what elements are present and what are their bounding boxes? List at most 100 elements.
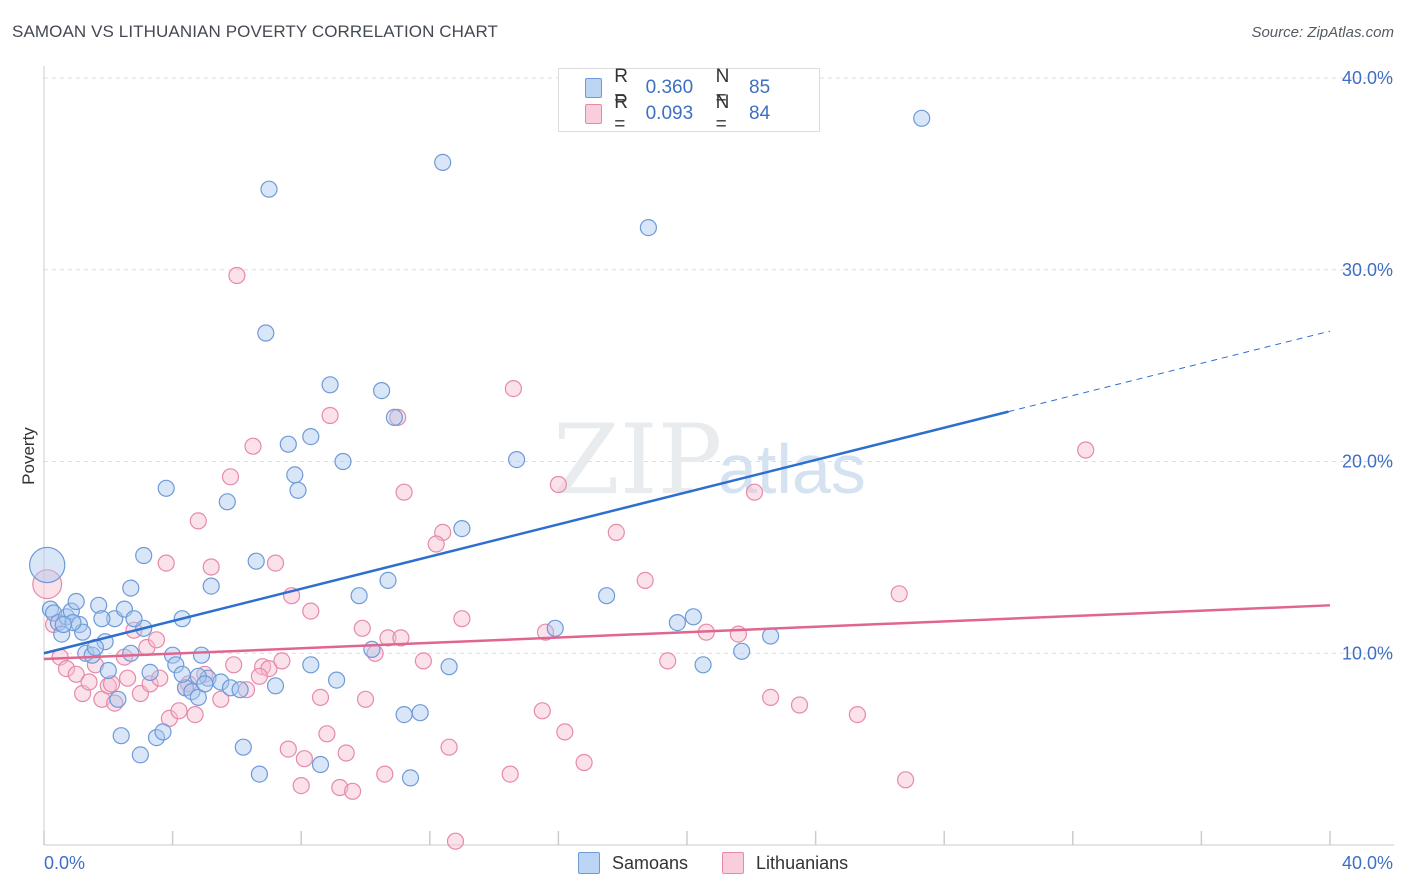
lithuanians-point	[118, 669, 137, 687]
stats-legend: R = 0.360 N = 85 R = 0.093 N = 84	[558, 66, 820, 135]
samoans-point	[122, 644, 140, 662]
legend-row-samoans: R = 0.360 N = 85	[585, 66, 819, 109]
samoans-point	[183, 682, 201, 701]
lithuanians-point	[556, 723, 574, 741]
lithuanians-point	[376, 765, 394, 783]
n-value: 84	[749, 103, 771, 124]
samoans-point	[733, 642, 751, 660]
chart-title: SAMOAN VS LITHUANIAN POVERTY CORRELATION…	[12, 22, 499, 41]
samoans-point	[363, 640, 381, 659]
samoans-point	[761, 627, 780, 645]
samoans-point	[302, 428, 320, 446]
samoans-point	[411, 704, 429, 722]
series-legend: Samoans Lithuanians	[578, 852, 882, 874]
lithuanians-point	[848, 705, 867, 724]
samoans-point	[234, 738, 252, 756]
lithuanians-point	[379, 629, 397, 647]
lithuanians-point	[659, 652, 677, 670]
samoans-point	[135, 546, 153, 565]
samoans-point	[289, 481, 307, 499]
legend-label-samoans: Samoans	[612, 852, 689, 873]
lithuanians-point	[533, 702, 551, 720]
legend-label-lithuanians: Lithuanians	[756, 852, 849, 873]
samoans-point	[67, 592, 85, 611]
samoans-point	[546, 619, 564, 637]
n-value: 85	[749, 77, 771, 98]
lithuanians-point	[575, 753, 593, 772]
tick-labels: 10.0% 20.0% 30.0% 40.0% 0.0% 40.0%	[44, 68, 1393, 873]
samoans-point	[231, 681, 249, 699]
samoans-point	[684, 608, 703, 626]
r-label: R =	[614, 92, 628, 135]
lithuanians-point	[453, 610, 471, 628]
samoans-point	[334, 452, 352, 471]
samoans-point	[279, 435, 297, 453]
lithuanians-point	[32, 569, 63, 600]
lithuanians-point	[318, 725, 336, 743]
lithuanians-point	[266, 554, 285, 572]
samoans-point	[44, 604, 63, 622]
samoans-point	[373, 382, 391, 400]
lithuanians-point	[295, 750, 313, 768]
samoans-point	[668, 613, 687, 632]
lithuanians-point	[504, 380, 523, 398]
lithuanians-point	[228, 266, 246, 285]
lithuanians-point	[292, 776, 310, 795]
samoans-point	[192, 646, 211, 664]
watermark-zip: ZIP	[553, 404, 722, 516]
lithuanians-point	[212, 690, 230, 708]
samoans-point	[157, 479, 175, 497]
lithuanians-point	[607, 523, 625, 542]
lithuanians-point	[147, 631, 166, 649]
lithuanians-point	[356, 690, 375, 708]
y-axis-title: Poverty	[19, 427, 38, 485]
samoans-point	[328, 671, 346, 689]
y-tick-label: 20.0%	[1342, 452, 1393, 472]
lithuanians-point	[1077, 441, 1095, 459]
lithuanians-point	[414, 652, 432, 670]
lithuanians-point	[221, 468, 240, 486]
lithuanians-point	[186, 705, 204, 724]
lithuanians-point	[157, 554, 175, 572]
lithuanians-point	[729, 625, 748, 643]
samoans-point	[154, 723, 172, 741]
r-label: R =	[614, 66, 628, 109]
lithuanians-point	[745, 483, 764, 501]
n-label: N =	[715, 92, 730, 135]
samoans-point	[507, 451, 526, 469]
samoans-point	[694, 656, 712, 674]
lithuanians-point	[337, 744, 355, 762]
watermark-atlas: atlas	[718, 430, 866, 508]
lithuanians-point	[392, 629, 410, 647]
y-tick-label: 10.0%	[1342, 643, 1393, 663]
samoans-swatch	[578, 852, 600, 874]
samoans-point	[401, 769, 420, 787]
samoans-trend-line	[43, 410, 1009, 655]
samoans-point	[202, 577, 220, 595]
samoans-swatch	[585, 78, 603, 98]
samoans-point	[112, 727, 130, 745]
lithuanians-point	[344, 782, 362, 800]
samoans-point	[913, 109, 931, 127]
lithuanians-point	[244, 437, 262, 455]
samoans-point	[167, 656, 185, 674]
n-label: N =	[715, 66, 730, 109]
lithuanians-point	[536, 623, 555, 641]
samoans-point	[453, 519, 471, 538]
x-tick-label: 40.0%	[1342, 853, 1393, 873]
lithuanians-point	[440, 738, 458, 756]
samoans-point	[321, 376, 339, 394]
samoans-point	[141, 663, 159, 682]
lithuanians-point	[67, 665, 85, 683]
lithuanians-point	[189, 512, 207, 530]
lithuanians-point	[331, 778, 349, 797]
data-points	[29, 109, 1095, 850]
samoans-point	[440, 658, 458, 676]
samoans-point	[350, 587, 368, 605]
lithuanians-trend-line	[43, 604, 1331, 661]
r-value: 0.360	[645, 77, 694, 98]
samoans-point	[395, 705, 413, 724]
samoans-point	[131, 746, 149, 764]
lithuanians-point	[202, 558, 220, 576]
lithuanians-point	[250, 667, 268, 685]
